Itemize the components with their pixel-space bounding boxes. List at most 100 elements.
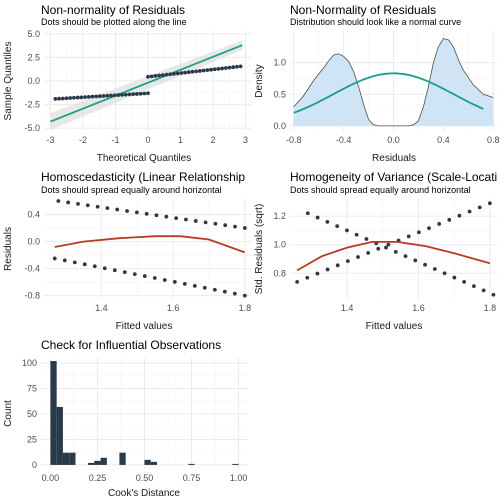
x-tick-label: -0.8	[286, 135, 302, 145]
y-tick-label: 0.0	[27, 237, 40, 247]
data-point	[132, 272, 137, 277]
data-point	[142, 274, 147, 278]
data-point	[220, 66, 225, 71]
data-point	[105, 93, 110, 98]
data-point	[406, 234, 411, 239]
y-tick-label: 5.0	[27, 29, 40, 39]
data-point	[127, 92, 132, 97]
density-line	[293, 38, 494, 127]
chart-title: Check for Influential Observations	[41, 338, 221, 352]
data-point	[403, 254, 408, 259]
y-tick-label: 75	[27, 384, 37, 394]
data-point	[186, 70, 191, 75]
plot-area	[52, 199, 247, 298]
x-tick-label: 0.75	[183, 473, 201, 483]
data-point	[85, 203, 90, 208]
histogram-bar	[50, 361, 57, 465]
x-tick-label: 3	[243, 135, 248, 145]
data-point	[83, 95, 87, 100]
data-point	[305, 211, 310, 216]
data-point	[56, 199, 61, 203]
data-point	[112, 268, 117, 273]
histogram-bar	[119, 452, 126, 465]
smooth-line	[296, 241, 491, 272]
histogram-bar	[144, 459, 151, 465]
data-point	[315, 215, 320, 220]
data-point	[66, 200, 71, 205]
plot-area	[50, 40, 243, 131]
data-point	[95, 204, 100, 209]
plot-area	[295, 201, 496, 297]
data-point	[152, 276, 157, 280]
data-point	[442, 271, 447, 276]
data-point	[157, 73, 162, 78]
chart-title: Non-Normality of Residuals	[290, 3, 436, 17]
chart-title: Non-normality of Residuals	[41, 3, 185, 17]
plot-area	[50, 361, 239, 465]
data-point	[345, 259, 350, 264]
data-point	[53, 97, 58, 101]
data-point	[184, 217, 188, 222]
data-point	[354, 232, 359, 237]
data-point	[183, 70, 187, 75]
data-point	[174, 216, 179, 220]
data-point	[153, 74, 158, 78]
y-tick-label: 1.2	[273, 211, 286, 221]
data-point	[345, 228, 349, 233]
data-point	[179, 71, 184, 75]
y-axis-label: Std. Residuals (sqrt)	[254, 204, 265, 295]
data-point	[295, 279, 300, 284]
data-point	[164, 72, 169, 77]
reference-line	[50, 44, 243, 123]
data-point	[452, 275, 457, 280]
data-point	[315, 271, 320, 276]
data-point	[160, 73, 165, 77]
confidence-band	[50, 40, 243, 131]
data-point	[216, 66, 221, 71]
x-tick-label: 0.50	[136, 473, 154, 483]
data-point	[384, 245, 388, 250]
y-tick-label: 2.5	[27, 52, 40, 62]
data-point	[162, 278, 167, 282]
data-point	[386, 242, 391, 247]
data-point	[467, 209, 472, 214]
data-point	[432, 267, 437, 271]
data-point	[168, 72, 173, 77]
x-axis-label: Residuals	[372, 153, 416, 164]
data-point	[101, 94, 106, 98]
histogram-bar	[232, 463, 239, 465]
data-point	[123, 92, 128, 97]
data-point	[125, 209, 129, 213]
data-point	[212, 287, 217, 292]
data-point	[146, 74, 150, 79]
y-tick-label: 0.5	[273, 89, 286, 99]
chart-title: Homogeneity of Variance (Scale-Locati	[290, 170, 497, 184]
data-point	[115, 207, 120, 212]
data-point	[201, 68, 206, 73]
y-tick-label: -0.8	[24, 291, 40, 301]
data-point	[190, 69, 195, 74]
data-point	[232, 291, 237, 296]
data-point	[112, 93, 117, 98]
data-point	[144, 211, 149, 216]
data-point	[116, 93, 121, 97]
data-point	[364, 237, 369, 241]
x-axis-label: Cook's Distance	[108, 488, 180, 499]
data-point	[182, 281, 187, 286]
data-point	[52, 256, 57, 261]
y-tick-label: -0.4	[24, 264, 40, 274]
smooth-line	[54, 235, 246, 254]
data-point	[356, 255, 360, 259]
data-point	[305, 275, 310, 280]
data-point	[197, 69, 202, 73]
data-point	[205, 68, 210, 73]
data-point	[172, 71, 176, 76]
y-tick-label: 0.4	[27, 210, 40, 220]
density-area	[293, 38, 494, 126]
data-point	[335, 263, 340, 268]
grid	[41, 358, 248, 469]
data-point	[134, 92, 139, 96]
data-point	[477, 205, 482, 210]
